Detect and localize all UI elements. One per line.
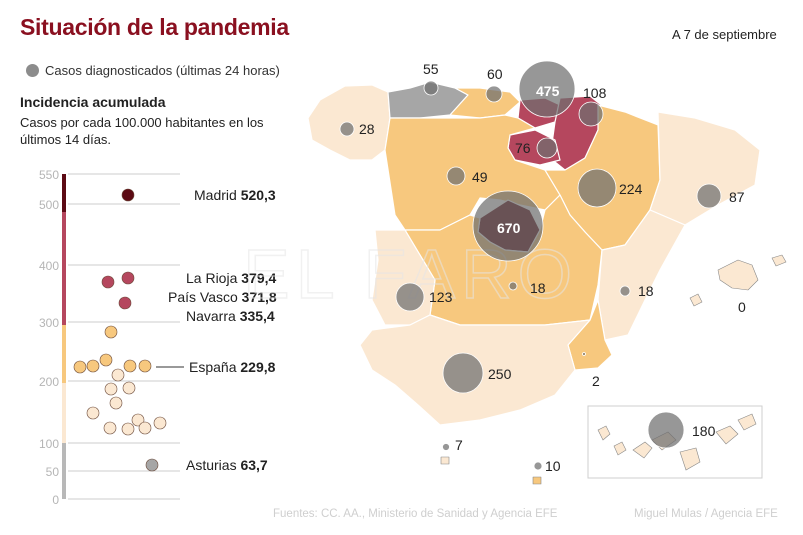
incidence-labels: Madrid 520,3 La Rioja 379,4 País Vasco 3… — [168, 187, 277, 473]
incidence-subtitle: Casos por cada 100.000 habitantes en los… — [20, 115, 264, 147]
bubble-castilla-la-mancha — [508, 281, 518, 291]
tick-label: 500 — [39, 198, 59, 212]
dot-region — [103, 421, 117, 435]
bubble-legend-label: Casos diagnosticados (últimas 24 horas) — [45, 63, 280, 78]
bubble-galicia — [339, 121, 355, 137]
bubble-la-rioja — [536, 137, 558, 159]
scale-segment-high — [62, 212, 66, 325]
scale-segment-very-high — [62, 174, 66, 212]
dot-asturias — [145, 458, 159, 472]
tick-label: 200 — [39, 375, 59, 389]
label-la-rioja: La Rioja 379,4 — [186, 270, 277, 286]
cases-castilla-la-mancha: 18 — [530, 280, 546, 296]
cases-castilla-leon: 49 — [472, 169, 488, 185]
scale-segment-medium — [62, 325, 66, 383]
tick-label: 100 — [39, 437, 59, 451]
bubble-murcia — [582, 352, 586, 356]
region-baleares-mallorca — [717, 259, 759, 291]
dot-region — [138, 421, 152, 435]
cases-galicia: 28 — [359, 121, 375, 137]
dot-region — [122, 381, 136, 395]
date-label: A 7 de septiembre — [672, 27, 777, 42]
cases-melilla: 10 — [545, 458, 561, 474]
cases-ceuta: 7 — [455, 437, 463, 453]
cases-andalucia: 250 — [488, 366, 512, 382]
case-bubbles — [339, 60, 722, 471]
dot-region — [86, 359, 100, 373]
dot-region — [153, 416, 167, 430]
bubble-andalucia — [442, 352, 484, 394]
label-pais-vasco: País Vasco 371,8 — [168, 289, 277, 305]
bubble-melilla — [533, 461, 543, 471]
cases-valencia: 18 — [638, 283, 654, 299]
label-asturias: Asturias 63,7 — [186, 457, 268, 473]
dot-region — [111, 368, 125, 382]
bubble-extremadura — [395, 282, 425, 312]
bubble-castilla-leon — [446, 166, 466, 186]
tick-label: 400 — [39, 259, 59, 273]
scale-segment-very-low — [62, 443, 66, 499]
bubble-cantabria — [485, 85, 503, 103]
bubble-pais-vasco — [518, 60, 576, 118]
bubble-madrid — [472, 190, 544, 262]
bubble-canarias — [647, 411, 685, 449]
cases-murcia: 2 — [592, 373, 600, 389]
cases-madrid: 670 — [497, 220, 521, 236]
dot-region — [109, 396, 123, 410]
credit-note: Miguel Mulas / Agencia EFE — [634, 508, 778, 520]
incidence-axis: 550 500 400 300 200 100 50 0 — [39, 168, 180, 507]
cases-extremadura: 123 — [429, 289, 453, 305]
tick-label: 50 — [46, 465, 60, 479]
cases-navarra: 108 — [583, 85, 607, 101]
case-labels: 28 55 60 475 108 76 49 224 87 670 18 123… — [359, 61, 746, 474]
bubble-ceuta — [442, 443, 450, 451]
dot-madrid — [121, 188, 135, 202]
tick-label: 300 — [39, 316, 59, 330]
dot-region — [123, 359, 137, 373]
dot-la-rioja — [121, 271, 135, 285]
region-valencia — [597, 209, 686, 341]
region-cataluna — [649, 111, 761, 226]
cases-asturias: 55 — [423, 61, 439, 77]
dot-region — [104, 325, 118, 339]
region-melilla — [532, 476, 542, 485]
region-portugal — [305, 130, 378, 395]
cases-pais-vasco: 475 — [536, 83, 560, 99]
cases-aragon: 224 — [619, 181, 643, 197]
incidence-heading: Incidencia acumulada — [20, 94, 166, 110]
bubble-asturias — [423, 80, 439, 96]
label-navarra: Navarra 335,4 — [186, 308, 275, 324]
label-espana: España 229,8 — [189, 359, 276, 375]
dot-region — [86, 406, 100, 420]
region-baleares-ibiza — [689, 293, 703, 307]
source-note: Fuentes: CC. AA., Ministerio de Sanidad … — [273, 508, 558, 520]
incidence-dots — [73, 188, 184, 472]
tick-label: 550 — [39, 168, 59, 182]
bubble-valencia — [619, 285, 631, 297]
cases-la-rioja: 76 — [515, 140, 531, 156]
dot-region — [131, 413, 145, 427]
dot-region — [104, 382, 118, 396]
scale-segment-low — [62, 383, 66, 443]
region-baleares-menorca — [771, 254, 787, 267]
tick-label: 0 — [52, 493, 59, 507]
cases-canarias: 180 — [692, 423, 716, 439]
bubble-cataluna — [696, 183, 722, 209]
label-madrid: Madrid 520,3 — [194, 187, 276, 203]
dot-pais-vasco — [101, 275, 115, 289]
dot-region — [73, 360, 87, 374]
bubble-navarra — [578, 101, 604, 127]
cases-cantabria: 60 — [487, 66, 503, 82]
dot-region — [138, 359, 152, 373]
cases-cataluna: 87 — [729, 189, 745, 205]
dot-region — [121, 422, 135, 436]
bubble-legend-icon — [26, 64, 39, 77]
dot-navarra — [118, 296, 132, 310]
dot-region — [99, 353, 113, 367]
bubble-aragon — [577, 168, 617, 208]
page-title: Situación de la pandemia — [20, 14, 289, 40]
region-ceuta — [440, 456, 450, 465]
cases-baleares: 0 — [738, 299, 746, 315]
